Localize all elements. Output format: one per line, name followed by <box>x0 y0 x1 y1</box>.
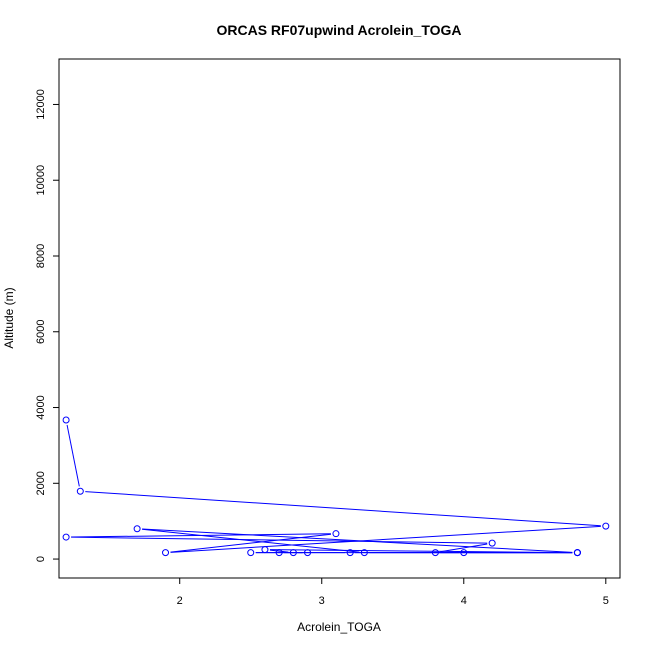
data-point <box>162 549 170 557</box>
x-tick-label: 2 <box>177 595 183 607</box>
y-tick-label: 4000 <box>35 395 47 419</box>
chart-title: ORCAS RF07upwind Acrolein_TOGA <box>216 22 461 38</box>
x-axis: 2 3 4 5 <box>177 578 609 607</box>
data-point <box>360 549 368 557</box>
data-point <box>332 530 340 538</box>
y-tick-label: 8000 <box>35 244 47 268</box>
x-tick-label: 3 <box>319 595 325 607</box>
data-point <box>289 549 297 557</box>
series-segment <box>269 549 289 553</box>
series-segment <box>142 528 573 553</box>
data-point <box>431 549 439 557</box>
data-point <box>346 549 354 557</box>
y-tick-label: 10000 <box>35 165 47 196</box>
data-point <box>275 549 283 557</box>
series-segment <box>71 536 488 544</box>
data-point <box>76 487 84 495</box>
x-tick-label: 5 <box>603 595 609 607</box>
series-segment <box>66 424 80 487</box>
data-point <box>573 549 581 557</box>
data-point <box>488 539 496 547</box>
y-tick-label: 6000 <box>35 320 47 344</box>
plot-frame <box>58 58 621 579</box>
y-tick-label: 12000 <box>35 89 47 120</box>
y-tick-label: 0 <box>35 556 47 562</box>
series-segment <box>170 525 601 553</box>
data-point <box>460 549 468 557</box>
y-axis: 0 2000 4000 6000 8000 10000 12000 <box>35 89 59 562</box>
x-axis-label: Acrolein_TOGA <box>297 620 381 634</box>
series-segment <box>170 533 332 553</box>
data-point <box>62 416 70 424</box>
series-segment <box>142 528 360 553</box>
data-point <box>602 522 610 530</box>
data-point <box>261 546 269 554</box>
series-segment <box>269 549 573 554</box>
data-point <box>304 549 312 557</box>
series-segment <box>440 543 488 553</box>
data-point <box>62 533 70 541</box>
data-point <box>133 525 141 533</box>
x-tick-label: 4 <box>461 595 467 607</box>
y-axis-label: Altitude (m) <box>2 287 16 348</box>
data-point <box>247 549 255 557</box>
y-tick-label: 2000 <box>35 471 47 495</box>
series-segment <box>85 491 601 527</box>
series-layer <box>62 416 610 557</box>
